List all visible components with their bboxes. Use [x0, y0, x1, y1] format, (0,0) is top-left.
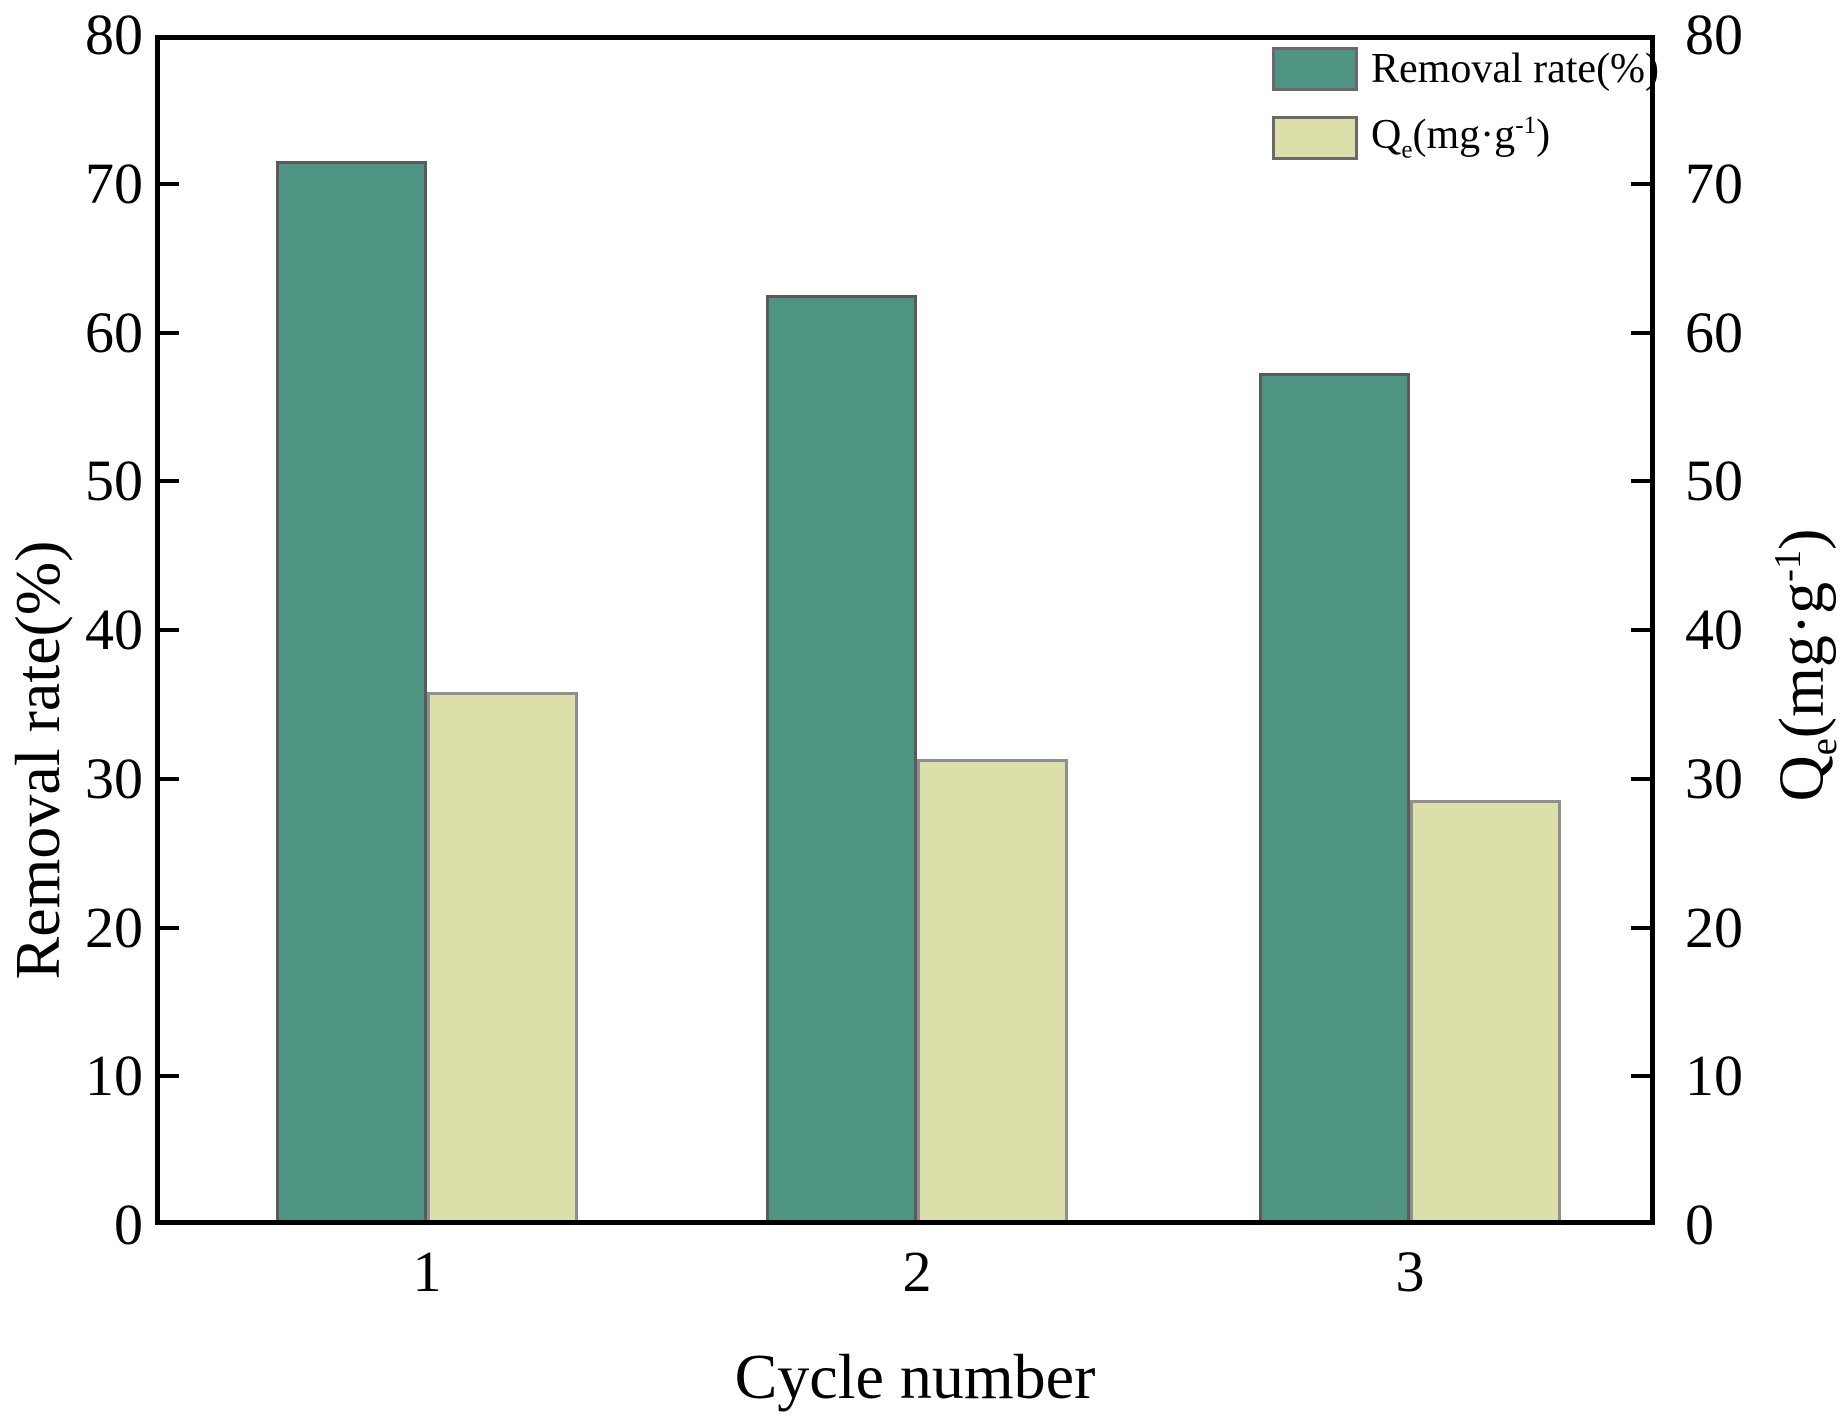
y-tick-label-left-40: 40 — [85, 597, 143, 662]
y-tick-label-left-30: 30 — [85, 745, 143, 811]
legend-swatch-removal — [1272, 47, 1358, 91]
y-tick-left-60 — [155, 330, 179, 335]
legend-item-removal-rate: Removal rate(%) — [1272, 46, 1659, 92]
ylabel-right-sup: -1 — [1767, 549, 1809, 582]
y-tick-label-right-20: 20 — [1685, 894, 1743, 960]
y-tick-label-left-50: 50 — [85, 448, 143, 514]
y-tick-label-left-20: 20 — [85, 894, 143, 960]
y-tick-right-40 — [1631, 628, 1655, 632]
bar-qe-cycle-2 — [917, 759, 1068, 1225]
y-tick-label-right-80: 80 — [1685, 2, 1743, 67]
y-tick-left-70 — [155, 181, 179, 186]
y-tick-label-right-60: 60 — [1685, 299, 1743, 365]
x-tick-label-1: 1 — [412, 1239, 442, 1304]
bar-removal-rate-cycle-3 — [1259, 372, 1410, 1225]
y-tick-left-30 — [155, 776, 179, 781]
y-tick-right-70 — [1631, 181, 1655, 186]
legend-qe-mid: (mg·g — [1412, 112, 1516, 158]
y-tick-right-30 — [1631, 776, 1655, 781]
y-tick-label-right-0: 0 — [1685, 1192, 1714, 1257]
bar-qe-cycle-1 — [427, 692, 578, 1225]
y-tick-label-right-30: 30 — [1685, 745, 1743, 811]
y-tick-left-40 — [155, 628, 179, 632]
legend-label-qe: Qe(mg·g-1) — [1371, 103, 1550, 173]
bar-removal-rate-cycle-2 — [766, 295, 917, 1225]
y-tick-label-left-80: 80 — [85, 2, 143, 67]
bar-removal-rate-cycle-1 — [276, 161, 427, 1225]
y-tick-right-50 — [1631, 479, 1655, 484]
y-tick-left-10 — [155, 1074, 179, 1079]
legend-qe-sup: -1 — [1515, 112, 1537, 139]
plot-area — [155, 35, 1655, 1225]
x-axis-title: Cycle number — [734, 1341, 1096, 1412]
legend: Removal rate(%) Qe(mg·g-1) — [1272, 46, 1659, 184]
x-tick-label-3: 3 — [1395, 1239, 1425, 1304]
y-tick-label-left-70: 70 — [85, 150, 143, 216]
y-tick-label-left-60: 60 — [85, 299, 143, 365]
y-tick-label-right-40: 40 — [1685, 597, 1743, 662]
legend-label-removal: Removal rate(%) — [1371, 46, 1660, 92]
legend-item-qe: Qe(mg·g-1) — [1272, 103, 1659, 173]
legend-qe-q: Q — [1371, 112, 1402, 158]
y-tick-label-right-70: 70 — [1685, 150, 1743, 216]
legend-qe-close: ) — [1536, 112, 1551, 158]
y-tick-left-20 — [155, 925, 179, 930]
y-tick-right-10 — [1631, 1074, 1655, 1079]
legend-qe-sub: e — [1401, 136, 1413, 164]
y-tick-label-left-10: 10 — [85, 1043, 143, 1109]
y-tick-right-60 — [1631, 330, 1655, 335]
y-tick-left-50 — [155, 479, 179, 484]
x-tick-label-2: 2 — [902, 1239, 932, 1304]
y-tick-right-20 — [1631, 925, 1655, 930]
y-tick-label-right-10: 10 — [1685, 1043, 1743, 1109]
legend-swatch-qe — [1272, 116, 1358, 161]
y-tick-label-right-50: 50 — [1685, 448, 1743, 514]
y-tick-label-left-0: 0 — [114, 1192, 143, 1257]
ylabel-right-close: ) — [1765, 528, 1837, 550]
bar-qe-cycle-3 — [1410, 799, 1561, 1225]
